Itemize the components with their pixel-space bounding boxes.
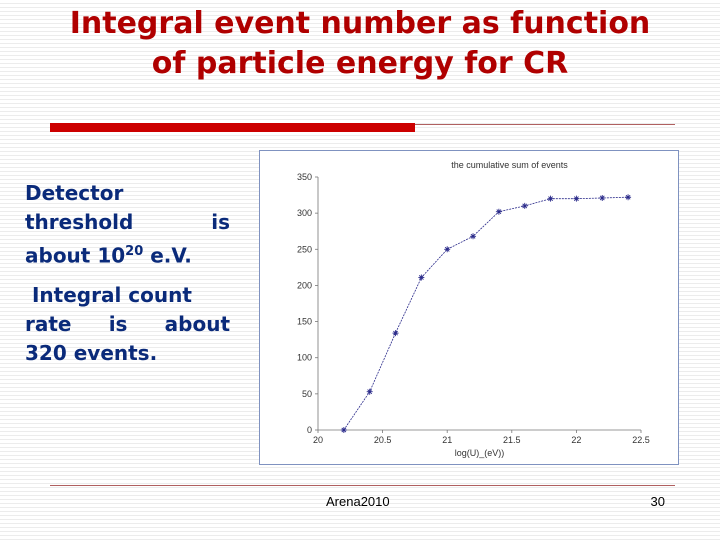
threshold-value-prefix: about 10 [25, 243, 126, 268]
threshold-word-is: is [211, 210, 230, 234]
x-tick-label: 22.5 [632, 435, 650, 445]
title-accent-bar [50, 123, 415, 132]
y-tick-label: 200 [297, 280, 312, 290]
data-point-glyph [625, 194, 632, 201]
threshold-line-2: threshold is [25, 208, 230, 237]
y-tick-label: 350 [297, 172, 312, 182]
data-point-marker [366, 388, 373, 395]
data-point-marker [495, 208, 502, 215]
data-point-marker [418, 274, 425, 281]
data-point-glyph [366, 388, 373, 395]
data-point-marker [444, 246, 451, 253]
slide-title: Integral event number as function of par… [20, 4, 700, 84]
data-point-marker [470, 233, 477, 240]
x-tick-label: 21.5 [503, 435, 521, 445]
x-tick-label: 22 [571, 435, 581, 445]
count-rate-word-is: is [108, 312, 128, 336]
data-point-glyph [521, 202, 528, 209]
data-point-glyph [340, 427, 347, 433]
threshold-word-detector: Detector [25, 181, 124, 205]
x-tick-label: 21 [442, 435, 452, 445]
x-tick-label: 20 [313, 435, 323, 445]
data-point-marker [521, 202, 528, 209]
data-point-glyph [573, 195, 580, 202]
data-point-glyph [547, 195, 554, 202]
footer-divider-line [50, 485, 675, 486]
data-point-glyph [495, 208, 502, 215]
slide-title-line-2: of particle energy for CR [151, 46, 569, 81]
page-number: 30 [650, 494, 665, 509]
threshold-line-1: Detector [25, 179, 230, 208]
data-point-glyph [599, 194, 606, 201]
chart-canvas: the cumulative sum of events 0 50 100 150 200… [297, 160, 650, 458]
count-rate-paragraph: Integral count rate is about 320 events. [25, 281, 230, 368]
data-point-glyph [444, 246, 451, 253]
y-tick-label: 100 [297, 353, 312, 363]
data-point-marker [573, 195, 580, 202]
y-tick-label: 150 [297, 317, 312, 327]
threshold-unit: e.V. [143, 243, 192, 268]
cumulative-events-chart: the cumulative sum of events 0 50 100 150 200… [259, 150, 679, 465]
data-point-glyph [470, 233, 477, 240]
data-point-marker [599, 194, 606, 201]
count-rate-word-about: about [164, 312, 231, 336]
count-rate-line-1: Integral count [25, 283, 192, 307]
data-point-marker [625, 194, 632, 201]
count-rate-word-rate: rate [25, 312, 72, 336]
x-tick-label: 20.5 [374, 435, 392, 445]
y-tick-label: 300 [297, 208, 312, 218]
y-tick-label: 0 [307, 425, 312, 435]
series-line [343, 196, 629, 431]
data-point-glyph [418, 274, 425, 281]
x-axis-label: log(U)_(eV)) [455, 448, 505, 458]
count-rate-line-3: 320 events. [25, 341, 158, 365]
threshold-word-threshold: threshold [25, 210, 134, 234]
data-point-marker [340, 427, 347, 433]
footer-conference-label: Arena2010 [326, 494, 390, 509]
data-point-marker [392, 330, 399, 337]
y-tick-label: 250 [297, 244, 312, 254]
chart-title: the cumulative sum of events [451, 160, 568, 170]
data-point-marker [547, 195, 554, 202]
count-rate-line-2: rate is about [25, 310, 230, 339]
title-divider-line [415, 124, 675, 125]
slide-title-line-1: Integral event number as function [69, 6, 651, 41]
data-point-glyph [392, 330, 399, 337]
threshold-exponent: 20 [125, 244, 144, 259]
threshold-paragraph: Detector threshold is about 1020 e.V. [25, 179, 230, 271]
y-tick-label: 50 [302, 389, 312, 399]
threshold-line-3: about 1020 e.V. [25, 237, 230, 271]
